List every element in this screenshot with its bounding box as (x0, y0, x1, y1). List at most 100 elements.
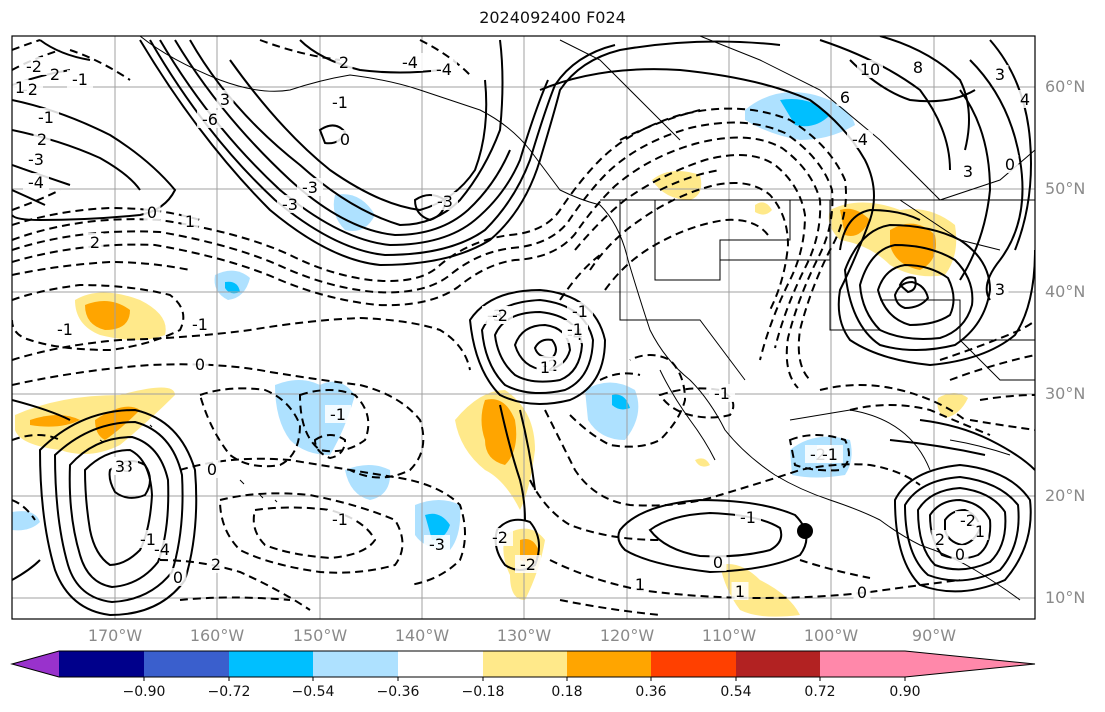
contour-value-text: 1 (540, 358, 550, 377)
negative-shading (225, 281, 240, 294)
positive-shading (840, 208, 870, 236)
contour-value-text: 2 (935, 530, 945, 549)
positive-shading (755, 202, 772, 215)
contour-value-label: -1 (135, 530, 161, 549)
lat-label: 30°N (1045, 384, 1086, 403)
colorbar (10, 650, 1036, 681)
contour-value-label: -3 (23, 150, 49, 169)
positive-shading (652, 171, 702, 200)
contour-value-label: -2 (487, 528, 513, 547)
contour-value-text: -1 (57, 320, 73, 339)
colorbar-segment (144, 651, 229, 677)
contour-value-text: -3 (429, 535, 445, 554)
contours (12, 36, 1035, 617)
contour-value-text: 2 (211, 555, 221, 574)
contour-value-label: 0 (951, 545, 969, 564)
contour-value-text: -1 (330, 405, 346, 424)
contour-value-text: -3 (302, 178, 318, 197)
contour-value-text: 6 (840, 88, 850, 107)
contour-value-text: -4 (402, 53, 418, 72)
contour-value-label: -2 (21, 57, 47, 76)
contour-value-text: -2 (492, 528, 508, 547)
contour-value-label: -4 (847, 130, 873, 149)
contour-value-label: -3 (297, 178, 323, 197)
negative-shading (275, 380, 355, 455)
contour-value-label: 1 (536, 358, 554, 377)
contour-value-label: 10 (857, 60, 883, 79)
contour-labels: -22-1-22-1012-3-42-4-4-63-10-3-3-3-3-4-2… (11, 53, 1034, 602)
contour-value-text: 3 (995, 65, 1005, 84)
colorbar-segment (313, 651, 398, 677)
storm-position-marker (797, 523, 813, 539)
contour-value-label: 1 (731, 582, 749, 601)
contour-value-text: 8 (913, 58, 923, 77)
contour-value-text: -1 (332, 510, 348, 529)
contour-value-label: -1 (187, 315, 213, 334)
contour-value-text: -1 (192, 315, 208, 334)
colorbar-under-extension (12, 651, 59, 677)
contour-value-label: -1 (567, 302, 593, 321)
map-title: 2024092400 F024 (479, 8, 626, 27)
colorbar-tick-label: 0.72 (804, 684, 836, 700)
contour-value-text: 1 (15, 78, 25, 97)
lon-label: 150°W (292, 626, 348, 645)
colorbar-tick-label: 0.54 (720, 684, 752, 700)
contour-value-text: 0 (195, 355, 205, 374)
contour-value-label: -4 (431, 60, 457, 79)
contour-value-label: -4 (397, 53, 423, 72)
contour-value-text: 3 (995, 280, 1005, 299)
contour-value-label: 0 (203, 460, 221, 479)
colorbar-outline (10, 650, 1036, 678)
lat-label: 10°N (1045, 588, 1086, 607)
lat-label: 40°N (1045, 282, 1086, 301)
colorbar-over-extension (905, 651, 1035, 677)
contour-value-text: -1 (572, 302, 588, 321)
contour-value-text: 1 (635, 575, 645, 594)
lon-label: 90°W (911, 626, 957, 645)
contour-value-text: -4 (852, 130, 868, 149)
contour-value-label: 3 (216, 90, 234, 109)
colorbar-segment (398, 651, 483, 677)
contour-value-label: 1 (181, 212, 199, 231)
contour-value-text: -1 (332, 93, 348, 112)
contour-value-label: 4 (1016, 90, 1034, 109)
contour-value-text: -4 (28, 173, 44, 192)
contour-value-text: -1 (714, 384, 730, 403)
contour-value-text: -1 (567, 320, 583, 339)
colorbar-segment (651, 651, 736, 677)
contour-value-label: 6 (836, 88, 854, 107)
lon-label: 120°W (599, 626, 655, 645)
contour-value-text: -1 (740, 508, 756, 527)
colorbar-tick-label: −0.54 (291, 684, 335, 700)
positive-contours (12, 36, 1035, 617)
contour-value-text: -3 (282, 195, 298, 214)
contour-value-label: 1 (631, 575, 649, 594)
contour-value-label: 2 (46, 65, 64, 84)
contour-value-label: 0 (853, 583, 871, 602)
lat-label: 60°N (1045, 77, 1086, 96)
contour-value-label: 2 (207, 555, 225, 574)
contour-value-label: -1 (67, 70, 93, 89)
contour-value-label: 1 (971, 522, 989, 541)
lon-label: 170°W (87, 626, 143, 645)
contour-value-text: 3 (963, 162, 973, 181)
contour-value-text: 3 (220, 90, 230, 109)
contour-value-label: -3 (424, 535, 450, 554)
colorbar-tick-label: −0.90 (122, 684, 166, 700)
lon-label: 110°W (701, 626, 757, 645)
contour-value-text: 2 (37, 130, 47, 149)
colorbar-tick-label: −0.18 (461, 684, 505, 700)
contour-value-label: -1 (325, 405, 351, 424)
colorbar-segment (59, 651, 144, 677)
contour-value-text: 1 (975, 522, 985, 541)
positive-shading (85, 301, 130, 330)
contour-value-text: -1 (140, 530, 156, 549)
contour-value-label: 3 (111, 457, 129, 476)
contour-value-text: 0 (713, 553, 723, 572)
positive-shading (720, 564, 800, 617)
contour-value-text: 2 (90, 233, 100, 252)
contour-value-label: 2 (931, 530, 949, 549)
contour-value-text: 10 (860, 60, 880, 79)
positive-shading (695, 458, 710, 467)
contour-value-label: -1 (562, 320, 588, 339)
